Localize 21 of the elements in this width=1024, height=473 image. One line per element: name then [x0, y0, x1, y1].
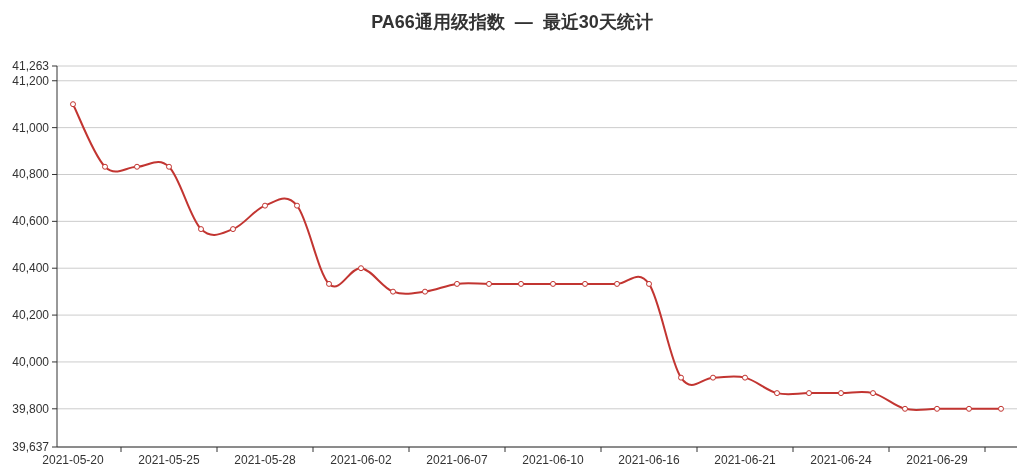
y-tick-label: 39,800 — [12, 401, 50, 416]
y-tick-label: 41,000 — [12, 120, 50, 135]
y-tick-label: 40,600 — [12, 214, 50, 229]
y-tick-label: 40,000 — [12, 354, 50, 369]
y-tick-label: 40,800 — [12, 167, 50, 182]
x-tick-label: 2021-06-10 — [522, 453, 585, 467]
x-tick-label: 2021-06-16 — [618, 453, 681, 467]
x-tick-label: 2021-06-24 — [810, 453, 873, 467]
x-tick-label: 2021-06-21 — [714, 453, 777, 467]
x-tick-label: 2021-05-28 — [234, 453, 297, 467]
x-tick-label: 2021-05-20 — [42, 453, 105, 467]
chart-title: PA66通用级指数 — 最近30天统计 — [371, 12, 653, 32]
x-tick-label: 2021-05-25 — [138, 453, 201, 467]
y-tick-label: 40,200 — [12, 308, 50, 323]
y-tick-label: 41,263 — [12, 59, 50, 73]
y-tick-label: 40,400 — [12, 261, 50, 276]
x-tick-label: 2021-06-07 — [426, 453, 489, 467]
y-tick-label: 39,637 — [12, 440, 50, 454]
y-tick-label: 41,200 — [12, 73, 50, 88]
x-tick-label: 2021-06-29 — [906, 453, 969, 467]
x-tick-label: 2021-06-02 — [330, 453, 393, 467]
